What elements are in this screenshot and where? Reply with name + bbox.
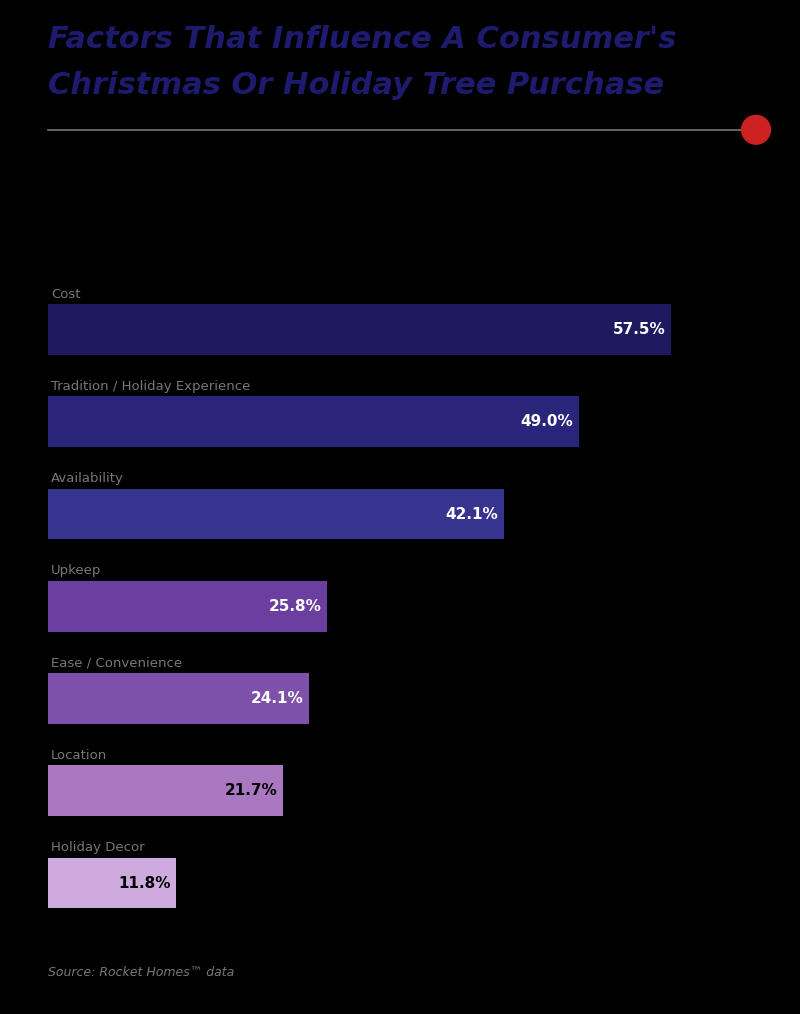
Bar: [48, 766, 283, 816]
Bar: [48, 304, 670, 355]
Text: 11.8%: 11.8%: [118, 875, 170, 890]
Text: 42.1%: 42.1%: [446, 507, 498, 521]
Text: Location: Location: [51, 748, 107, 762]
Bar: [48, 396, 578, 447]
Bar: [48, 673, 309, 724]
Bar: [48, 581, 327, 632]
Text: Factors That Influence A Consumer's: Factors That Influence A Consumer's: [48, 25, 676, 55]
Text: Christmas Or Holiday Tree Purchase: Christmas Or Holiday Tree Purchase: [48, 71, 664, 100]
Text: Availability: Availability: [51, 473, 124, 485]
Text: Holiday Decor: Holiday Decor: [51, 841, 145, 854]
Text: Tradition / Holiday Experience: Tradition / Holiday Experience: [51, 380, 250, 392]
Text: 21.7%: 21.7%: [225, 784, 278, 798]
Text: Ease / Convenience: Ease / Convenience: [51, 656, 182, 669]
Text: 57.5%: 57.5%: [613, 322, 666, 337]
Text: Upkeep: Upkeep: [51, 564, 102, 577]
Bar: [48, 858, 176, 909]
Text: Cost: Cost: [51, 288, 81, 300]
Text: Source: Rocket Homes™ data: Source: Rocket Homes™ data: [48, 965, 234, 979]
Text: 24.1%: 24.1%: [251, 692, 304, 706]
Text: 49.0%: 49.0%: [521, 415, 574, 429]
Bar: [48, 489, 504, 539]
Text: 25.8%: 25.8%: [269, 599, 322, 613]
